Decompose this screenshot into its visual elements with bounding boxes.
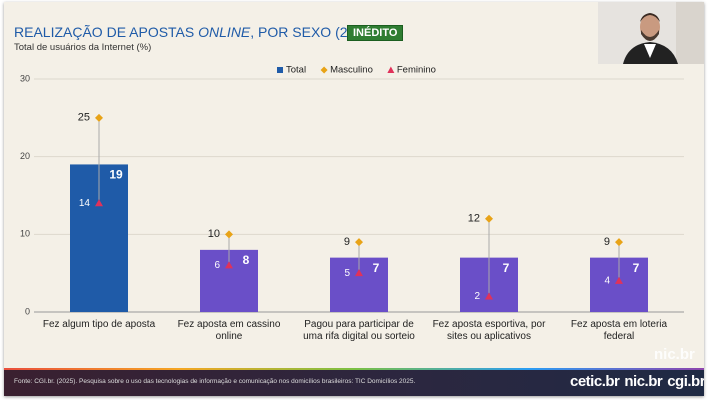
logo: cetic.br — [570, 373, 619, 390]
x-tick-label: Fez algum tipo de aposta — [37, 319, 161, 331]
total-label: 19 — [109, 168, 123, 182]
y-tick-label: 30 — [20, 73, 30, 83]
total-label: 7 — [503, 261, 510, 275]
masculino-marker — [95, 114, 103, 122]
y-tick-label: 0 — [25, 306, 30, 316]
legend-label: Masculino — [330, 65, 373, 76]
x-tick-label: Fez aposta em loteria federal — [557, 319, 681, 343]
x-tick-label: Fez aposta esportiva, por sites ou aplic… — [427, 319, 551, 343]
logo: cgi.br — [667, 373, 704, 390]
legend-label: Feminino — [397, 65, 436, 76]
total-label: 8 — [243, 253, 250, 267]
masculino-label: 9 — [604, 236, 610, 248]
masculino-label: 10 — [208, 228, 220, 240]
feminino-label: 14 — [79, 198, 91, 209]
logo: nic.br — [624, 373, 662, 390]
feminino-label: 2 — [474, 291, 480, 302]
legend-label: Total — [286, 65, 306, 76]
y-tick-label: 20 — [20, 151, 30, 161]
source: Fonte: CGI.br. (2025). Pesquisa sobre o … — [14, 378, 415, 385]
masculino-label: 12 — [468, 213, 480, 225]
chart: 0102030TotalMasculinoFeminino19251481067… — [4, 2, 704, 368]
total-label: 7 — [633, 261, 640, 275]
x-tick-label: Fez aposta em cassino online — [167, 319, 291, 343]
footer-stripe — [4, 368, 704, 370]
feminino-label: 4 — [604, 276, 610, 287]
total-label: 7 — [373, 261, 380, 275]
masculino-marker — [485, 215, 493, 223]
legend-swatch — [277, 67, 283, 73]
masculino-marker — [615, 238, 623, 246]
x-tick-label: Pagou para participar de uma rifa digita… — [297, 319, 421, 343]
legend-swatch — [387, 67, 394, 74]
feminino-label: 6 — [214, 260, 220, 271]
watermark: nic.br — [654, 346, 695, 363]
masculino-marker — [355, 238, 363, 246]
masculino-label: 25 — [78, 112, 90, 124]
masculino-label: 9 — [344, 236, 350, 248]
masculino-marker — [225, 230, 233, 238]
slide: REALIZAÇÃO DE APOSTAS ONLINE, POR SEXO (… — [4, 2, 704, 396]
y-tick-label: 10 — [20, 229, 30, 239]
legend-swatch — [321, 67, 328, 74]
feminino-label: 5 — [344, 268, 350, 279]
